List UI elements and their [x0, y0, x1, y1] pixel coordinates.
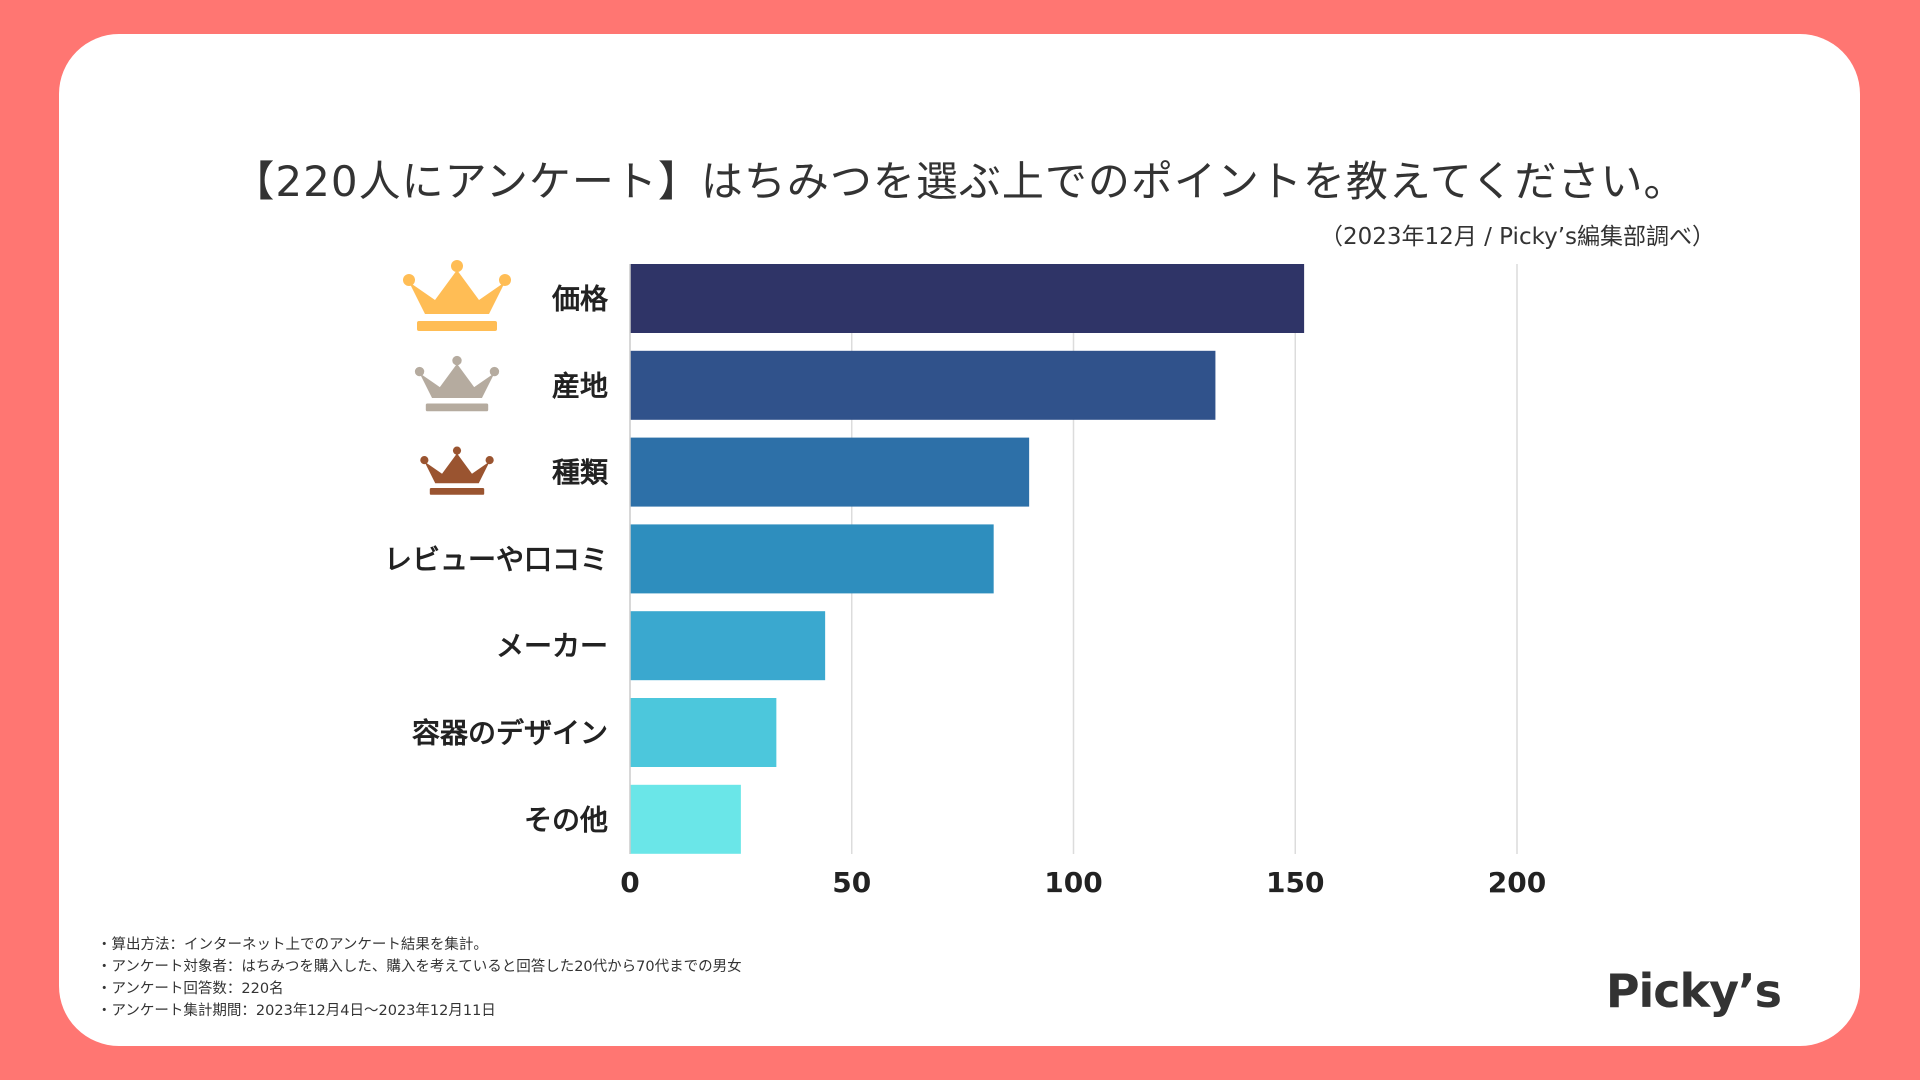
x-tick-label: 50	[832, 866, 871, 899]
bar	[630, 264, 1305, 333]
category-label: メーカー	[496, 630, 608, 663]
category-label: 種類	[552, 456, 609, 489]
x-tick-label: 200	[1488, 866, 1546, 899]
survey-notes: ・算出方法：インターネット上でのアンケート結果を集計。 ・アンケート対象者：はち…	[97, 934, 742, 1022]
chart-subtitle: （2023年12月 / Picky’s編集部調べ）	[1320, 224, 1715, 250]
x-tick-label: 0	[620, 866, 639, 899]
brand-logo: Picky’s	[1605, 964, 1782, 1018]
note-period: ・アンケート集計期間：2023年12月4日〜2023年12月11日	[97, 1003, 496, 1019]
bar	[630, 698, 777, 767]
note-target: ・アンケート対象者：はちみつを購入した、購入を考えていると回答した20代から70…	[97, 959, 742, 975]
bar	[630, 437, 1030, 507]
bar	[630, 611, 826, 681]
note-count: ・アンケート回答数：220名	[97, 981, 284, 997]
category-label: 容器のデザイン	[412, 717, 608, 750]
crown-silver-icon	[414, 355, 500, 412]
crown-gold-icon	[403, 260, 511, 331]
category-label: 産地	[552, 369, 608, 402]
x-tick-label: 150	[1266, 866, 1324, 899]
bar	[630, 524, 994, 594]
note-method: ・算出方法：インターネット上でのアンケート結果を集計。	[97, 937, 488, 953]
category-label: 価格	[551, 283, 609, 316]
bar	[630, 784, 741, 854]
category-label: レビューや口コミ	[384, 543, 608, 576]
x-tick-label: 100	[1044, 866, 1102, 899]
chart-title: 【220人にアンケート】はちみつを選ぶ上でのポイントを教えてください。	[232, 157, 1687, 206]
category-label: その他	[524, 803, 608, 836]
crown-bronze-icon	[420, 446, 494, 495]
bar	[630, 350, 1216, 420]
chart-card: 【220人にアンケート】はちみつを選ぶ上でのポイントを教えてください。 （202…	[59, 34, 1860, 1046]
